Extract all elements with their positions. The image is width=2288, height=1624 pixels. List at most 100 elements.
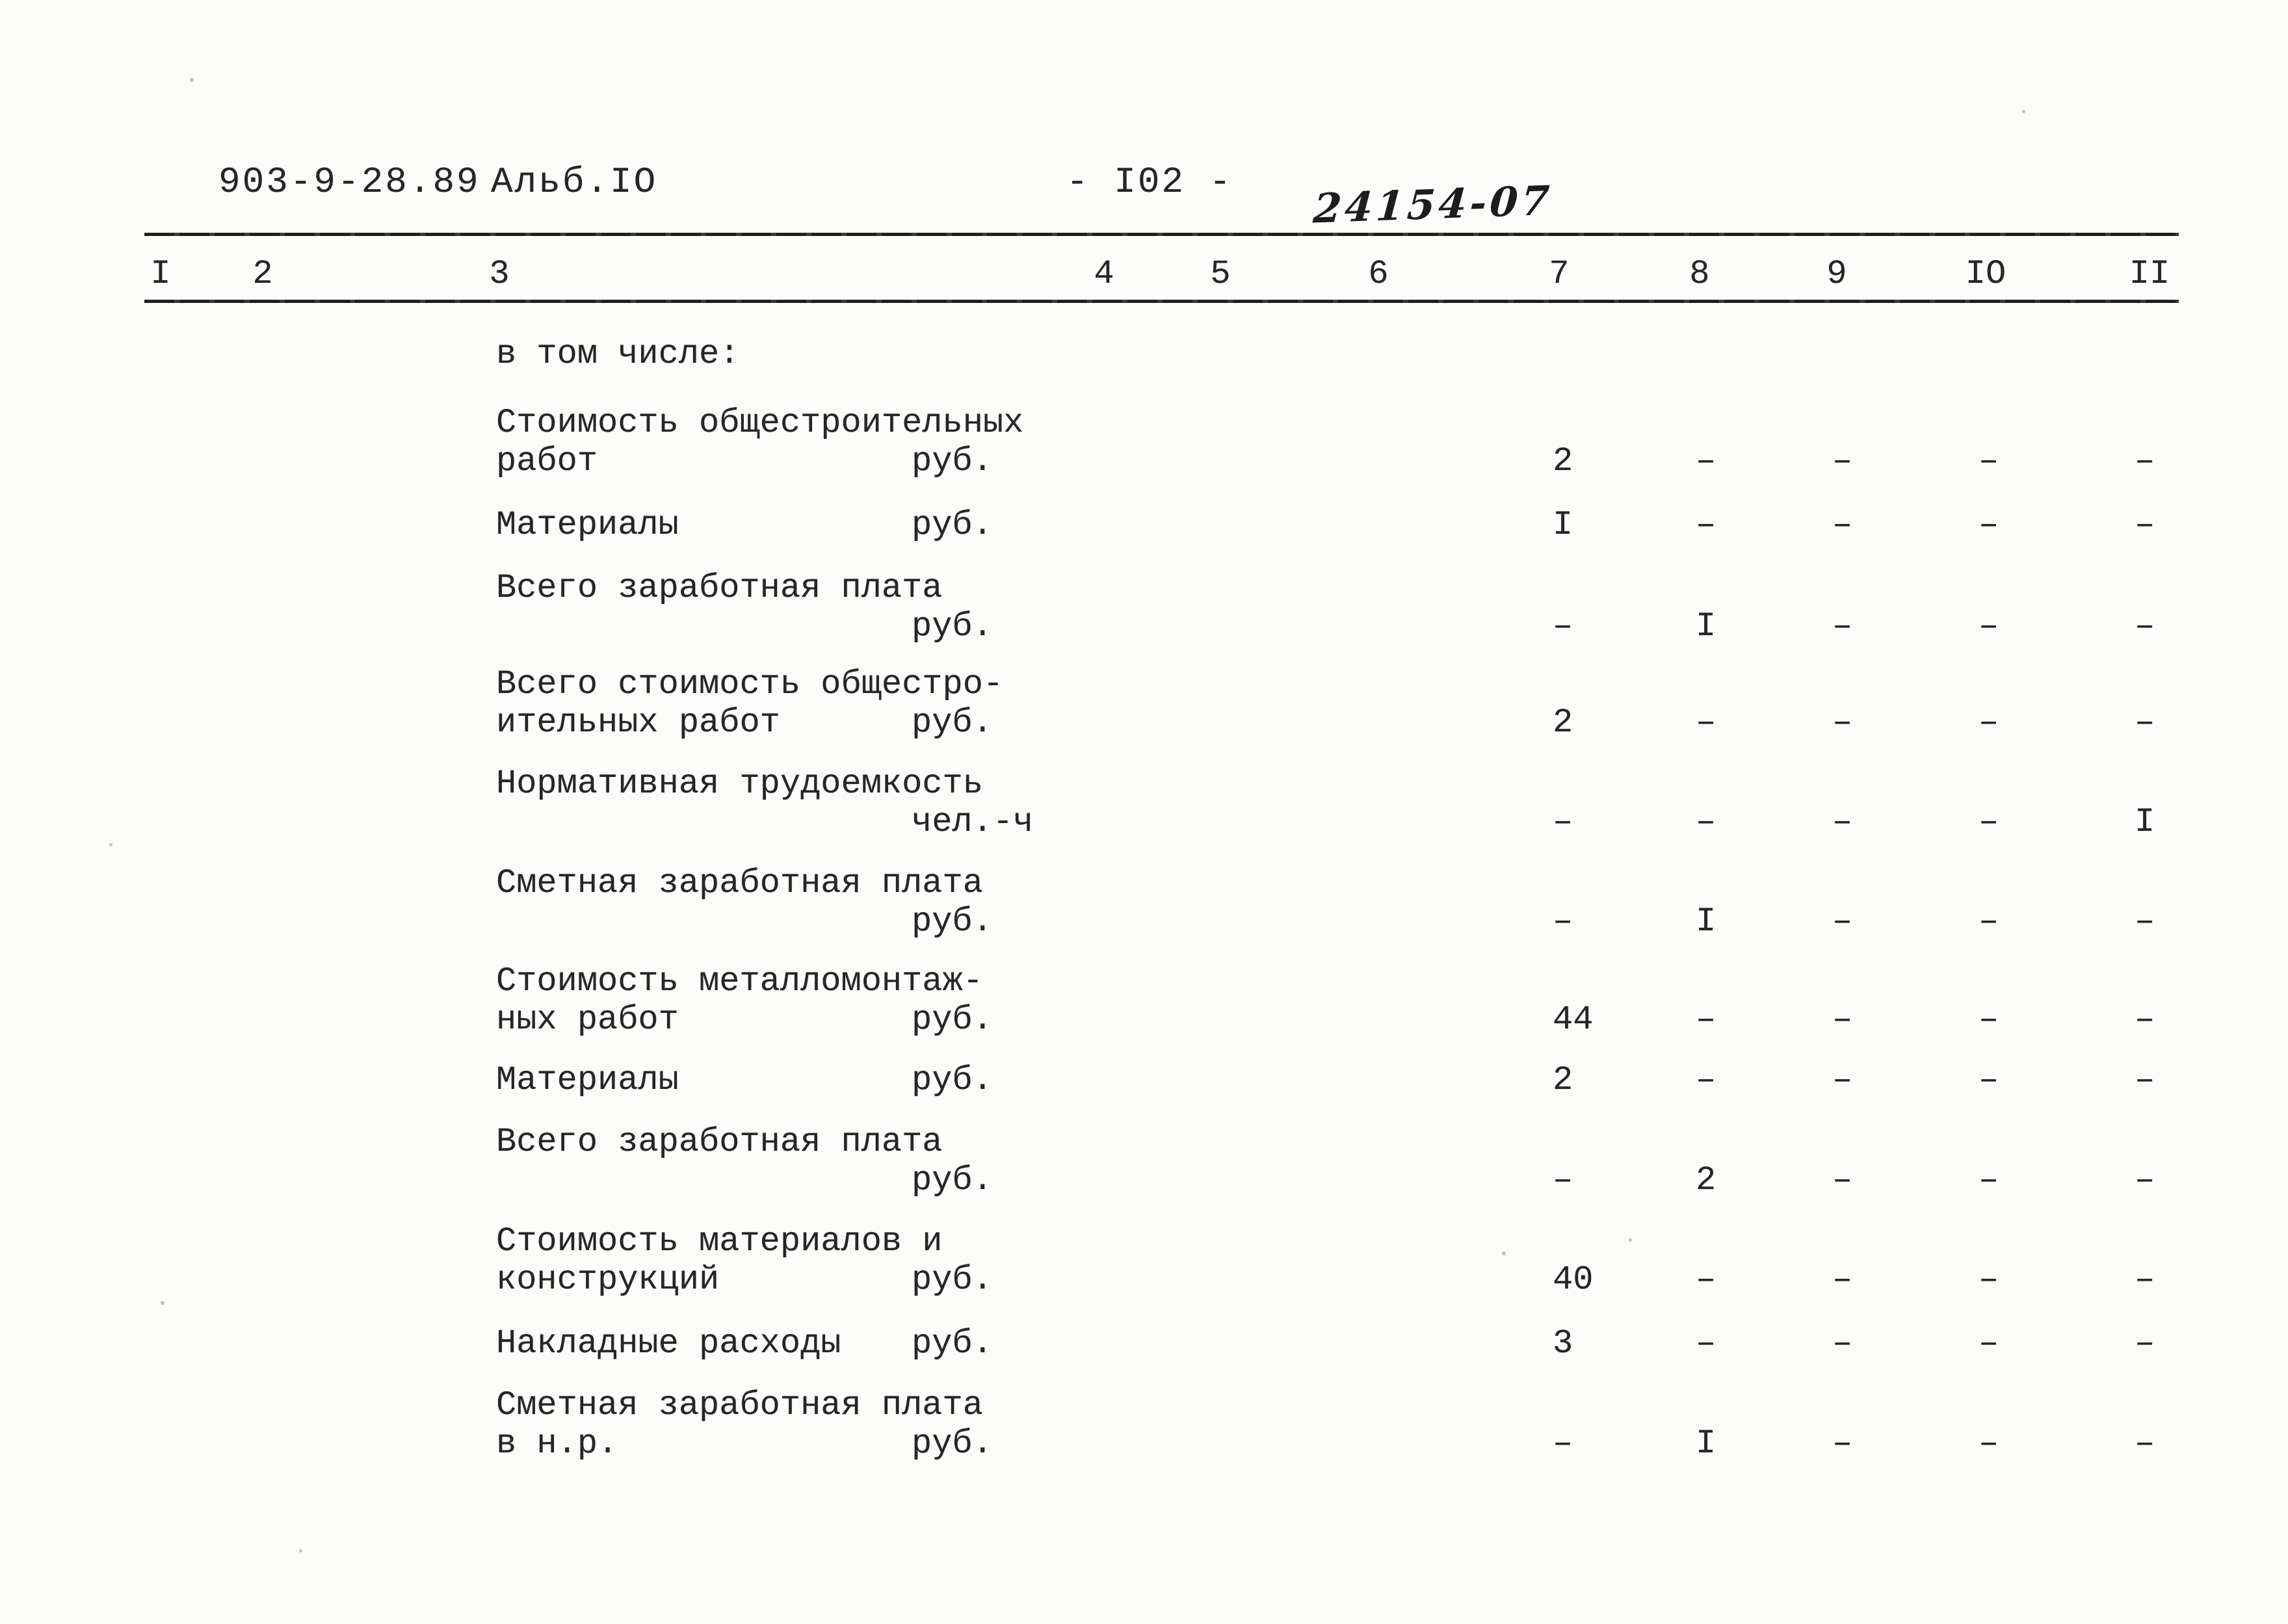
cell-col10: –: [1979, 902, 1999, 941]
cell-col7: –: [1553, 803, 1573, 841]
row-label: Материалы: [496, 1061, 2288, 1099]
cell-col11: –: [2135, 1061, 2155, 1099]
table-row: Сметная заработная плата в н.р. руб. – I …: [496, 1386, 2288, 1463]
cell-col9: –: [1832, 1061, 1853, 1099]
table-rule-top: [144, 233, 2179, 236]
column-header-10: IO: [1965, 255, 2006, 293]
row-label-line1: Стоимость общестроительных: [496, 404, 1024, 442]
row-label-line1: Сметная заработная плата: [496, 864, 983, 902]
column-header-5: 5: [1210, 255, 1231, 293]
row-label: Сметная заработная плата: [496, 864, 2288, 902]
table-row: Стоимость металломонтаж-ных работ руб. 4…: [496, 962, 2288, 1039]
table-row: Стоимость материалов и конструкций руб. 4…: [496, 1222, 2288, 1299]
section-label: в том числе:: [496, 335, 740, 373]
column-header-2: 2: [252, 255, 273, 293]
row-unit-label: чел.-ч: [912, 803, 1034, 841]
column-header-4: 4: [1094, 255, 1114, 293]
cell-col10: –: [1979, 1061, 1999, 1099]
cell-col9: –: [1832, 1424, 1853, 1463]
cell-col9: –: [1832, 1001, 1853, 1039]
row-label-line1: Накладные расходы: [496, 1324, 841, 1363]
table-row: Нормативная трудоемкость чел.-ч – – – – …: [496, 765, 2288, 841]
column-header-6: 6: [1368, 255, 1389, 293]
row-label-line1: Стоимость материалов и: [496, 1222, 943, 1261]
cell-col10: –: [1979, 506, 1999, 544]
cell-col8: –: [1696, 1001, 1716, 1039]
cell-col7: –: [1553, 902, 1573, 941]
row-label-line1: Стоимость металломонтаж-: [496, 962, 983, 1001]
row-label: Накладные расходы: [496, 1324, 2288, 1363]
row-label-line1: Нормативная трудоемкость: [496, 765, 983, 803]
cell-col9: –: [1832, 442, 1853, 480]
row-unit-label: руб.: [912, 1061, 993, 1099]
doc-number: 903-9-28.89: [218, 161, 480, 203]
cell-col10: –: [1979, 442, 1999, 480]
cell-col10: –: [1979, 1001, 1999, 1039]
row-unit-label: руб.: [912, 506, 993, 544]
page-number: - I02 -: [1066, 161, 1233, 203]
cell-col9: –: [1832, 607, 1853, 646]
cell-col8: –: [1696, 803, 1716, 841]
column-header-1: I: [150, 255, 171, 293]
row-label-line1: Всего стоимость общестро-: [496, 665, 1004, 703]
cell-col7: 44: [1553, 1001, 1594, 1039]
row-label: Всего заработная плата: [496, 569, 2288, 607]
cell-col11: –: [2135, 1324, 2155, 1363]
cell-col8: –: [1696, 1324, 1716, 1363]
cell-col10: –: [1979, 803, 1999, 841]
table-row: Накладные расходы руб. 3 – – – –: [496, 1324, 2288, 1363]
column-header-7: 7: [1549, 255, 1570, 293]
cell-col9: –: [1832, 1324, 1853, 1363]
row-label: Стоимость металломонтаж-ных работ: [496, 962, 2288, 1039]
cell-col10: –: [1979, 1261, 1999, 1299]
row-label: Стоимость общестроительных работ: [496, 404, 2288, 480]
scan-speck: [299, 1549, 302, 1552]
row-label: Стоимость материалов и конструкций: [496, 1222, 2288, 1299]
cell-col9: –: [1832, 703, 1853, 742]
cell-col9: –: [1832, 506, 1853, 544]
cell-col11: –: [2135, 703, 2155, 742]
cell-col11: –: [2135, 1161, 2155, 1199]
table-row: Материалы руб. 2 – – – –: [496, 1061, 2288, 1099]
cell-col10: –: [1979, 1324, 1999, 1363]
row-unit-label: руб.: [912, 1324, 993, 1363]
cell-col7: 3: [1553, 1324, 1573, 1363]
cell-col7: I: [1553, 506, 1573, 544]
scan-speck: [161, 1301, 164, 1305]
cell-col11: –: [2135, 1261, 2155, 1299]
row-unit-label: руб.: [912, 1161, 993, 1199]
column-header-11: II: [2129, 255, 2170, 293]
row-unit-label: руб.: [912, 1261, 993, 1299]
table-rule-bottom: [144, 300, 2179, 303]
row-unit-label: руб.: [912, 1001, 993, 1039]
row-label: Сметная заработная плата в н.р.: [496, 1386, 2288, 1463]
cell-col10: –: [1979, 703, 1999, 742]
cell-col11: –: [2135, 607, 2155, 646]
column-header-3: 3: [489, 255, 510, 293]
row-label-line2: в н.р.: [496, 1424, 618, 1463]
row-label-line1: Материалы: [496, 506, 679, 544]
row-label-line1: Всего заработная плата: [496, 569, 943, 607]
row-label: Всего стоимость общестро-ительных работ: [496, 665, 2288, 742]
cell-col7: –: [1553, 607, 1573, 646]
table-row: Всего стоимость общестро-ительных работ …: [496, 665, 2288, 742]
cell-col8: –: [1696, 1061, 1716, 1099]
cell-col8: 2: [1696, 1161, 1716, 1199]
cell-col11: –: [2135, 442, 2155, 480]
row-label-line1: Сметная заработная плата: [496, 1386, 983, 1424]
column-header-9: 9: [1826, 255, 1847, 293]
row-unit-label: руб.: [912, 1424, 993, 1463]
cell-col7: 40: [1553, 1261, 1594, 1299]
cell-col7: –: [1553, 1161, 1573, 1199]
cell-col7: 2: [1553, 442, 1573, 480]
row-label-line2: конструкций: [496, 1261, 720, 1299]
row-unit-label: руб.: [912, 442, 993, 480]
album-label: Альб.IO: [491, 161, 658, 203]
scan-speck: [2022, 110, 2025, 113]
cell-col7: 2: [1553, 1061, 1573, 1099]
cell-col9: –: [1832, 1261, 1853, 1299]
cell-col8: –: [1696, 506, 1716, 544]
row-label-line2: ительных работ: [496, 703, 780, 742]
handwritten-stamp: 24154-07: [1311, 176, 1555, 233]
